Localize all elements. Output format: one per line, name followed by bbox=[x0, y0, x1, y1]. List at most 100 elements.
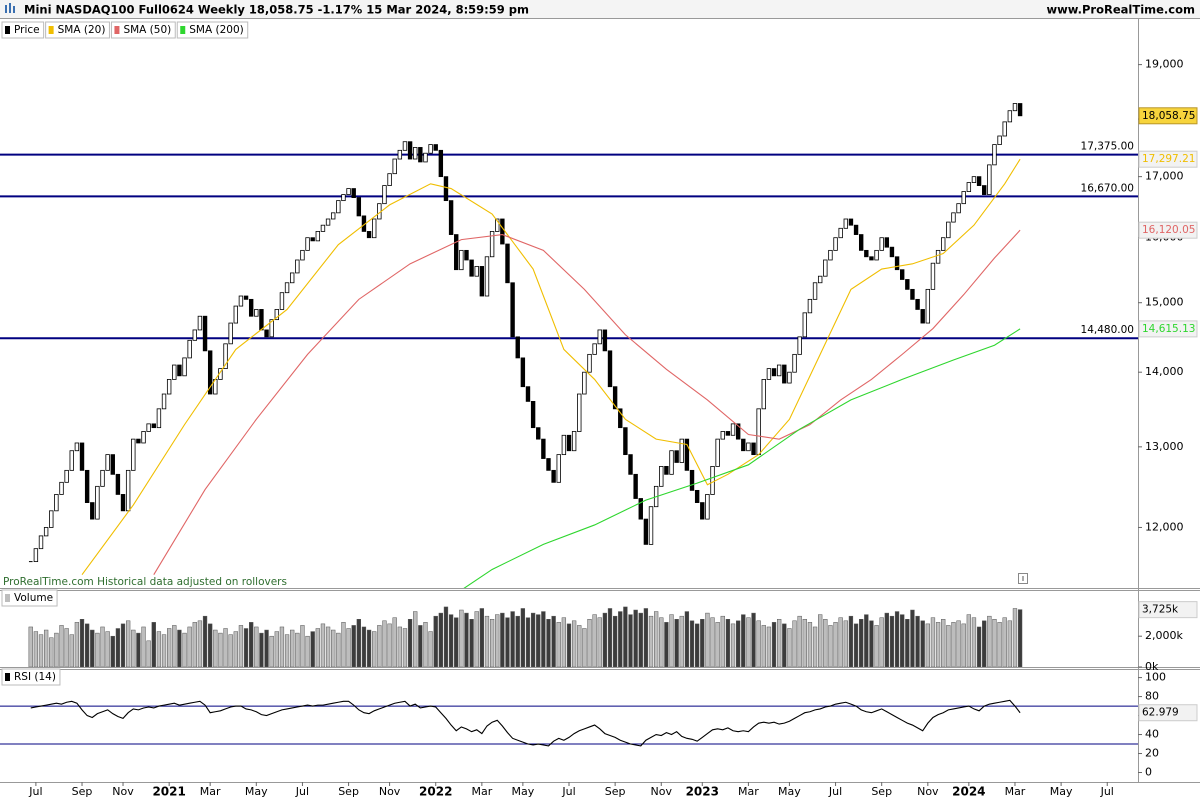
legend-label: Price bbox=[14, 24, 40, 36]
volume-bar bbox=[618, 611, 623, 667]
volume-bar bbox=[500, 612, 505, 667]
line-series bbox=[463, 328, 1021, 588]
volume-bar bbox=[172, 625, 177, 667]
volume-bar bbox=[556, 622, 561, 667]
candle bbox=[992, 144, 997, 166]
volume-bar bbox=[223, 628, 228, 667]
legend-swatch bbox=[48, 26, 54, 34]
x-tick-label: Nov bbox=[651, 785, 673, 798]
volume-bar bbox=[69, 634, 74, 667]
volume-bar bbox=[341, 622, 346, 667]
candle bbox=[372, 218, 377, 239]
volume-bar bbox=[402, 628, 408, 667]
candle bbox=[792, 353, 797, 373]
candle bbox=[587, 353, 592, 373]
volume-bar bbox=[28, 626, 33, 667]
volume-bar bbox=[725, 619, 731, 667]
candle bbox=[935, 249, 941, 264]
candle bbox=[1002, 121, 1007, 137]
volume-bar bbox=[777, 619, 782, 667]
volume-bar bbox=[146, 640, 151, 667]
candle bbox=[151, 423, 156, 429]
volume-bar bbox=[259, 632, 264, 667]
candle bbox=[505, 243, 510, 284]
value-label: 17,297.21 bbox=[1142, 153, 1195, 165]
volume-bar bbox=[243, 628, 249, 667]
volume-bar bbox=[669, 614, 674, 667]
candle bbox=[530, 400, 536, 429]
x-tick-label: Sep bbox=[605, 785, 626, 798]
legend-label: Volume bbox=[14, 592, 53, 604]
x-tick-label: Nov bbox=[917, 785, 939, 798]
volume-bar bbox=[443, 606, 449, 667]
volume-bar bbox=[828, 625, 833, 667]
volume-bar bbox=[49, 637, 54, 667]
volume-bar bbox=[33, 631, 39, 667]
chart-title: Mini NASDAQ100 Full0624 Weekly 18,058.75… bbox=[24, 3, 529, 17]
volume-bar bbox=[628, 614, 633, 667]
candle bbox=[618, 408, 623, 429]
volume-bar bbox=[479, 608, 485, 667]
x-tick-label: Mar bbox=[738, 785, 759, 798]
header-bar bbox=[0, 0, 1200, 18]
volume-bar bbox=[802, 619, 807, 667]
volume-bar bbox=[84, 623, 90, 667]
volume-bar bbox=[530, 612, 536, 667]
volume-bar bbox=[515, 615, 520, 667]
candle bbox=[510, 282, 515, 338]
line-series bbox=[153, 229, 1021, 576]
candle bbox=[228, 322, 233, 345]
candle bbox=[951, 212, 956, 223]
volume-bar bbox=[361, 626, 367, 667]
candle bbox=[120, 494, 126, 512]
candle bbox=[341, 194, 346, 202]
volume-bar bbox=[720, 615, 725, 667]
value-label: 16,120.05 bbox=[1142, 224, 1195, 236]
volume-bar bbox=[592, 614, 597, 667]
candle bbox=[33, 548, 39, 563]
volume-bar bbox=[208, 623, 213, 667]
candle bbox=[351, 188, 356, 198]
candle bbox=[525, 386, 531, 402]
y-tick-label: 15,000 bbox=[1145, 296, 1184, 309]
volume-bar bbox=[566, 623, 572, 667]
volume-bar bbox=[284, 634, 290, 667]
volume-bar bbox=[612, 615, 618, 667]
candle bbox=[612, 386, 618, 410]
volume-bar bbox=[741, 614, 746, 667]
candle bbox=[336, 200, 341, 214]
volume-bar bbox=[238, 625, 244, 667]
legend-swatch bbox=[180, 26, 186, 34]
volume-bar bbox=[987, 615, 992, 667]
x-tick-label: Jul bbox=[295, 785, 309, 798]
candle bbox=[464, 249, 469, 261]
volume-bar bbox=[346, 628, 351, 667]
x-tick-label: Jul bbox=[561, 785, 575, 798]
volume-bar bbox=[264, 629, 269, 667]
candle bbox=[172, 364, 177, 380]
x-tick-label: May bbox=[1050, 785, 1073, 798]
volume-bar bbox=[126, 620, 131, 667]
candle bbox=[853, 224, 859, 235]
candle bbox=[177, 364, 182, 377]
volume-bar bbox=[607, 608, 613, 667]
volume-bar bbox=[525, 617, 531, 667]
candle bbox=[469, 259, 474, 277]
volume-bar bbox=[623, 606, 628, 667]
volume-bar bbox=[771, 622, 777, 667]
y-tick-label: 20 bbox=[1145, 747, 1159, 760]
volume-bar bbox=[459, 609, 464, 667]
y-tick-label: 13,000 bbox=[1145, 440, 1184, 453]
volume-bar bbox=[710, 617, 715, 667]
volume-bar bbox=[976, 626, 982, 667]
volume-bar bbox=[120, 623, 126, 667]
volume-bar bbox=[413, 611, 418, 667]
volume-bar bbox=[433, 615, 438, 667]
volume-bar bbox=[689, 620, 695, 667]
value-label-box bbox=[1138, 320, 1198, 338]
volume-bar bbox=[807, 622, 813, 667]
volume-bar bbox=[64, 628, 69, 667]
candle bbox=[110, 454, 115, 475]
candle bbox=[659, 466, 664, 487]
volume-bar bbox=[320, 623, 326, 667]
